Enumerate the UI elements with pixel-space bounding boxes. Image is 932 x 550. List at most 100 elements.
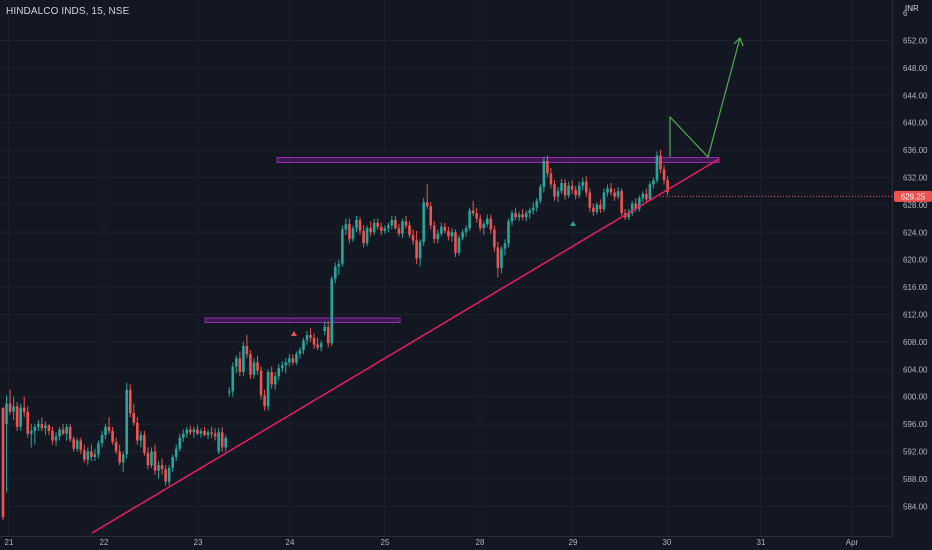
candle-body bbox=[422, 202, 425, 242]
candle bbox=[224, 435, 228, 452]
candle bbox=[404, 215, 408, 229]
price-tick-label: 592.00 bbox=[903, 448, 928, 457]
candle bbox=[379, 222, 383, 236]
candle bbox=[157, 461, 160, 479]
candle bbox=[341, 225, 344, 267]
candle-body bbox=[542, 161, 546, 188]
candle-body bbox=[213, 433, 217, 437]
candle-body bbox=[584, 181, 588, 193]
candle-body bbox=[266, 372, 270, 407]
candle bbox=[609, 182, 613, 196]
candle bbox=[443, 222, 447, 234]
candle-body bbox=[51, 430, 54, 441]
candle-body bbox=[365, 228, 369, 244]
candle-body bbox=[553, 184, 556, 197]
candle bbox=[213, 428, 217, 441]
candle bbox=[118, 444, 121, 466]
candle bbox=[535, 198, 539, 212]
price-tick-label: 652.00 bbox=[903, 37, 928, 46]
candle bbox=[567, 181, 570, 199]
candle-body bbox=[196, 429, 199, 434]
candle-body bbox=[118, 451, 121, 463]
candle-body bbox=[199, 430, 203, 434]
candle-body bbox=[178, 437, 182, 449]
candle-body bbox=[524, 213, 528, 218]
candle-body bbox=[517, 214, 521, 218]
candle-body bbox=[574, 189, 577, 196]
candle bbox=[128, 384, 132, 418]
currency-label: INR bbox=[905, 4, 919, 13]
candle-body bbox=[203, 430, 206, 436]
candle bbox=[33, 424, 37, 445]
candle-body bbox=[595, 204, 599, 212]
candle-body bbox=[210, 432, 213, 434]
candle bbox=[528, 207, 532, 219]
candle-body bbox=[447, 230, 450, 237]
price-tick-label: 632.00 bbox=[903, 174, 928, 183]
resistance-zones[interactable] bbox=[204, 157, 720, 323]
candle-body bbox=[355, 219, 358, 229]
candle-body bbox=[114, 441, 118, 452]
resistance-zone-upper[interactable] bbox=[276, 157, 720, 163]
candle bbox=[189, 425, 192, 436]
price-tick-label: 616.00 bbox=[903, 283, 928, 292]
candle-body bbox=[659, 155, 662, 170]
candle-body bbox=[514, 213, 517, 218]
candle-body bbox=[570, 185, 574, 190]
candle bbox=[524, 210, 528, 222]
candle bbox=[539, 184, 542, 204]
candle-body bbox=[136, 422, 139, 441]
candle bbox=[630, 200, 634, 216]
ascending-trendline[interactable] bbox=[91, 158, 720, 534]
candle-body bbox=[341, 229, 344, 264]
breakout-projection-arrow[interactable] bbox=[669, 37, 741, 159]
candle-body bbox=[390, 219, 394, 226]
candle bbox=[312, 333, 316, 349]
candle-body bbox=[125, 389, 129, 455]
candle bbox=[432, 221, 436, 244]
candle-body bbox=[418, 241, 422, 259]
candle-body bbox=[560, 182, 563, 192]
candle-body bbox=[242, 346, 245, 373]
candle-body bbox=[475, 213, 478, 219]
candle bbox=[365, 225, 369, 246]
candle bbox=[277, 363, 281, 381]
candle bbox=[666, 176, 669, 196]
candle-body bbox=[231, 366, 235, 392]
candle bbox=[15, 402, 19, 431]
candle-body bbox=[280, 365, 284, 368]
candle-body bbox=[588, 192, 592, 208]
time-axis[interactable]: 21 22 23 24 25 28 29 30 31 Apr bbox=[5, 538, 859, 547]
candle-body bbox=[132, 413, 136, 423]
candle-body bbox=[153, 451, 157, 471]
candle bbox=[238, 351, 242, 377]
candle bbox=[496, 241, 500, 278]
candle bbox=[167, 465, 171, 486]
candle-body bbox=[620, 191, 623, 214]
drawings[interactable] bbox=[91, 36, 744, 534]
candle bbox=[5, 395, 8, 493]
candle bbox=[394, 215, 397, 230]
candle bbox=[114, 437, 118, 455]
candle bbox=[440, 222, 443, 237]
resistance-zone-lower[interactable] bbox=[204, 317, 401, 323]
price-tick-label: 612.00 bbox=[903, 311, 928, 320]
price-tick-label: 596.00 bbox=[903, 420, 928, 429]
candle bbox=[284, 358, 288, 374]
candle-body bbox=[489, 218, 493, 230]
candle-body bbox=[167, 467, 171, 482]
price-axis[interactable]: 584.00 588.00 592.00 596.00 600.00 604.00 608.… bbox=[903, 9, 928, 511]
candle bbox=[22, 396, 26, 418]
time-tick-label: 24 bbox=[286, 538, 295, 547]
candle-body bbox=[128, 389, 132, 414]
candle bbox=[29, 424, 33, 448]
candle-body bbox=[121, 454, 125, 463]
candle-body bbox=[351, 228, 355, 240]
candle bbox=[235, 355, 238, 374]
candle-body bbox=[235, 358, 238, 367]
candle-body bbox=[531, 207, 535, 211]
candle bbox=[72, 436, 75, 452]
candle bbox=[227, 387, 231, 397]
candle bbox=[185, 426, 189, 438]
